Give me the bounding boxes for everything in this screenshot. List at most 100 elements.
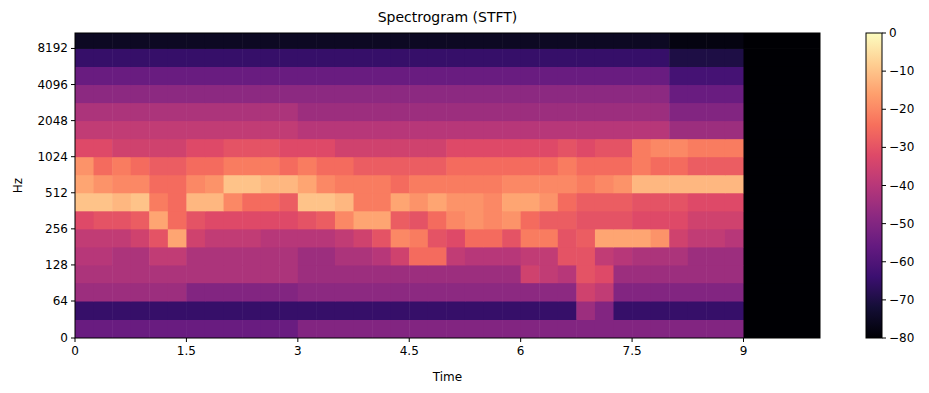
cell <box>669 193 688 212</box>
cell <box>261 211 280 230</box>
cell <box>335 211 354 230</box>
cell <box>131 48 150 67</box>
cell <box>186 247 205 266</box>
cell <box>335 320 354 339</box>
cell <box>595 33 614 49</box>
cell <box>688 193 707 212</box>
cell <box>279 175 298 194</box>
cell <box>316 265 335 283</box>
colorbar-tick-label: −70 <box>889 293 914 307</box>
cell <box>279 85 298 104</box>
cell <box>279 211 298 230</box>
cell <box>669 211 688 230</box>
cell <box>614 175 633 194</box>
y-tick <box>71 301 75 302</box>
cell <box>428 121 447 140</box>
cell <box>743 193 820 212</box>
cell <box>131 211 150 230</box>
cell <box>614 121 633 140</box>
cell <box>354 229 373 248</box>
cell <box>428 301 447 320</box>
cell <box>112 193 131 212</box>
cell <box>632 48 651 67</box>
cell <box>558 301 577 320</box>
cell <box>632 85 651 104</box>
x-tick-label: 6 <box>517 344 525 358</box>
cell <box>205 301 224 320</box>
cell <box>261 247 280 266</box>
cell <box>131 301 150 320</box>
cell <box>372 247 391 266</box>
cell <box>502 211 521 230</box>
cell <box>224 211 243 230</box>
cell <box>632 193 651 212</box>
cell <box>279 121 298 140</box>
cell <box>502 48 521 67</box>
cell <box>521 283 540 302</box>
cell <box>669 247 688 266</box>
cell <box>446 247 465 266</box>
cell <box>261 301 280 320</box>
cell <box>316 103 335 122</box>
cell <box>614 265 633 283</box>
cell <box>595 103 614 122</box>
cell <box>688 175 707 194</box>
cell <box>94 175 113 194</box>
cell <box>539 211 558 230</box>
cell <box>669 103 688 122</box>
cell <box>149 121 168 140</box>
cell <box>94 33 113 49</box>
colorbar-tick-label: −20 <box>889 102 914 116</box>
cell <box>335 48 354 67</box>
cell <box>502 265 521 283</box>
y-tick <box>71 48 75 49</box>
cell <box>186 48 205 67</box>
cell <box>576 103 595 122</box>
cell <box>224 175 243 194</box>
cell <box>521 320 540 339</box>
colorbar-tick <box>882 147 886 148</box>
cell <box>428 66 447 85</box>
cell <box>465 301 484 320</box>
y-tick <box>71 84 75 85</box>
cell <box>539 175 558 194</box>
cell <box>521 85 540 104</box>
cell <box>409 48 428 67</box>
cell <box>725 175 744 194</box>
cell <box>521 301 540 320</box>
cell <box>688 320 707 339</box>
colorbar-tick-label: −30 <box>889 140 914 154</box>
cell <box>725 283 744 302</box>
cell <box>539 265 558 283</box>
cell <box>576 265 595 283</box>
cell <box>484 193 503 212</box>
cell <box>168 283 187 302</box>
cell <box>743 103 820 122</box>
cell <box>354 139 373 158</box>
cell <box>131 66 150 85</box>
cell <box>706 193 725 212</box>
cell <box>576 139 595 158</box>
cell <box>651 66 670 85</box>
cell <box>112 175 131 194</box>
cell <box>75 265 94 283</box>
cell <box>558 283 577 302</box>
cell <box>651 175 670 194</box>
cell <box>205 85 224 104</box>
cell <box>688 229 707 248</box>
cell <box>75 211 94 230</box>
cell <box>242 121 261 140</box>
cell <box>706 103 725 122</box>
cell <box>576 175 595 194</box>
cell <box>558 193 577 212</box>
colorbar-tick-label: −40 <box>889 179 914 193</box>
cell <box>725 157 744 176</box>
cell <box>186 211 205 230</box>
cell <box>614 33 633 49</box>
cell <box>651 103 670 122</box>
cell <box>224 193 243 212</box>
cell <box>224 247 243 266</box>
cell <box>75 33 94 49</box>
cell <box>335 283 354 302</box>
cell <box>706 175 725 194</box>
